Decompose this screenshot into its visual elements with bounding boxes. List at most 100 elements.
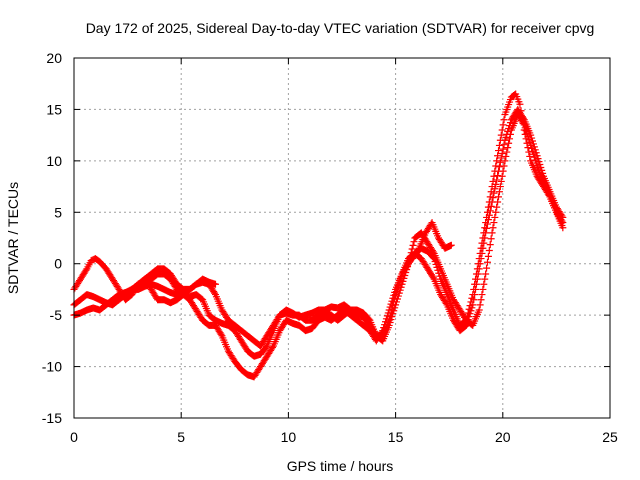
data-point-marker — [485, 211, 493, 219]
data-point-marker — [475, 265, 483, 273]
data-point-marker — [503, 148, 511, 156]
data-point-marker — [499, 145, 507, 153]
data-point-marker — [481, 275, 489, 283]
data-point-marker — [495, 193, 503, 201]
x-tick-label: 25 — [602, 429, 618, 445]
data-point-marker — [477, 255, 485, 263]
data-point-marker — [532, 149, 540, 157]
data-point-marker — [496, 158, 504, 166]
data-point-marker — [389, 302, 397, 310]
x-tick-label: 10 — [281, 429, 297, 445]
x-axis-label: GPS time / hours — [287, 458, 394, 474]
data-point-marker — [485, 246, 493, 254]
data-point-marker — [529, 140, 537, 148]
data-point-marker — [500, 116, 508, 124]
series-sat-d — [128, 219, 455, 293]
data-point-marker — [534, 155, 542, 163]
data-point-marker — [481, 234, 489, 242]
data-point-marker — [387, 309, 395, 317]
data-point-marker — [500, 162, 508, 170]
data-point-marker — [503, 130, 511, 138]
data-point-marker — [495, 167, 503, 175]
data-point-marker — [531, 146, 539, 154]
data-point-marker — [463, 318, 471, 326]
data-point-marker — [495, 188, 503, 196]
data-point-marker — [494, 152, 502, 160]
data-point-marker — [504, 144, 512, 152]
data-point-marker — [490, 189, 498, 197]
data-point-marker — [535, 158, 543, 166]
data-point-marker — [212, 280, 220, 288]
data-point-marker — [500, 141, 508, 149]
data-point-marker — [530, 143, 538, 151]
y-tick-label: 20 — [46, 50, 62, 66]
data-point-marker — [397, 273, 405, 281]
x-tick-label: 5 — [177, 429, 185, 445]
y-tick-label: 5 — [54, 204, 62, 220]
x-tick-label: 20 — [495, 429, 511, 445]
data-point-marker — [488, 229, 496, 237]
y-axis-label: SDTVAR / TECUs — [5, 182, 21, 294]
data-point-marker — [497, 154, 505, 162]
data-point-marker — [390, 298, 398, 306]
data-point-marker — [526, 152, 534, 160]
data-point-marker — [410, 238, 418, 246]
data-point-marker — [519, 114, 527, 122]
data-point-marker — [211, 289, 219, 297]
data-point-marker — [490, 219, 498, 227]
data-point-marker — [496, 183, 504, 191]
data-point-marker — [467, 307, 475, 315]
data-point-marker — [414, 246, 422, 254]
data-point-marker — [391, 294, 399, 302]
data-point-marker — [495, 147, 503, 155]
axis-ticks: 0 5 10 15 20 25 -15 -10 -5 0 5 10 15 20 — [42, 50, 618, 445]
data-point-marker — [492, 208, 500, 216]
data-point-marker — [472, 280, 480, 288]
data-point-marker — [476, 301, 484, 309]
data-point-marker — [559, 213, 567, 221]
data-point-marker — [495, 141, 503, 149]
data-point-marker — [497, 177, 505, 185]
data-point-marker — [536, 161, 544, 169]
data-point-marker — [491, 185, 499, 193]
data-point-marker — [501, 157, 509, 165]
data-point-marker — [505, 139, 513, 147]
data-point-marker — [484, 252, 492, 260]
data-point-marker — [528, 134, 536, 142]
x-tick-label: 0 — [70, 429, 78, 445]
data-point-marker — [537, 163, 545, 171]
data-point-marker — [558, 212, 566, 220]
data-point-marker — [506, 122, 514, 130]
data-point-marker — [468, 304, 476, 312]
data-point-marker — [487, 235, 495, 243]
data-point-marker — [533, 152, 541, 160]
data-point-marker — [498, 150, 506, 158]
data-point-marker — [478, 249, 486, 257]
data-point-marker — [475, 306, 483, 314]
data-point-marker — [538, 166, 546, 174]
data-point-marker — [488, 198, 496, 206]
data-point-marker — [429, 248, 437, 256]
y-tick-label: 10 — [46, 153, 62, 169]
data-point-marker — [486, 207, 494, 215]
data-point-marker — [482, 229, 490, 237]
grid-lines — [74, 58, 610, 418]
data-point-marker — [466, 310, 474, 318]
data-point-marker — [483, 220, 491, 228]
data-point-marker — [498, 126, 506, 134]
data-point-marker — [495, 163, 503, 171]
plot-frame — [73, 57, 611, 419]
data-point-marker — [492, 162, 500, 170]
data-point-marker — [498, 172, 506, 180]
data-point-marker — [393, 288, 401, 296]
data-point-marker — [472, 285, 480, 293]
data-point-marker — [429, 274, 437, 282]
data-point-marker — [559, 224, 567, 232]
x-tick-label: 15 — [388, 429, 404, 445]
data-point-marker — [506, 119, 514, 127]
data-point-marker — [483, 224, 491, 232]
data-point-marker — [483, 264, 491, 272]
data-point-marker — [393, 285, 401, 293]
data-point-marker — [388, 305, 396, 313]
data-point-marker — [502, 133, 510, 141]
